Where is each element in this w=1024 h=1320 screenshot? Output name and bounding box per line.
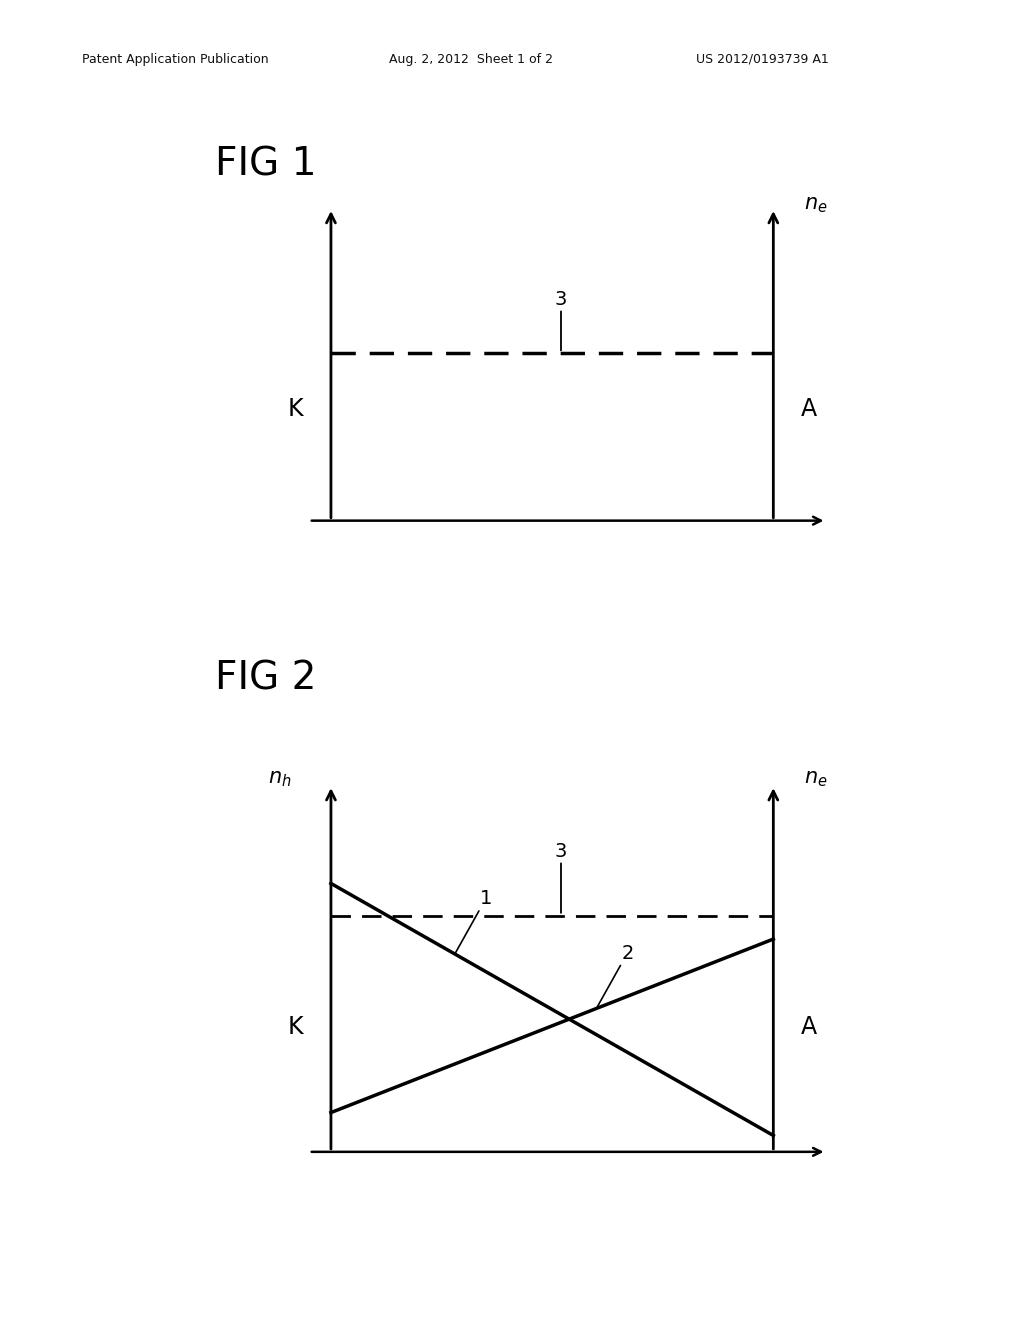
Text: $n_e$: $n_e$ <box>804 195 827 215</box>
Text: $n_e$: $n_e$ <box>804 768 827 788</box>
Text: A: A <box>801 397 817 421</box>
Text: FIG 2: FIG 2 <box>215 660 316 698</box>
Text: $n_h$: $n_h$ <box>267 768 291 788</box>
Text: 1: 1 <box>455 890 492 954</box>
Text: 3: 3 <box>555 289 567 350</box>
Text: 3: 3 <box>555 842 567 913</box>
Text: Patent Application Publication: Patent Application Publication <box>82 53 268 66</box>
Text: K: K <box>288 1015 303 1039</box>
Text: A: A <box>801 1015 817 1039</box>
Text: FIG 1: FIG 1 <box>215 145 316 183</box>
Text: 2: 2 <box>596 944 634 1008</box>
Text: US 2012/0193739 A1: US 2012/0193739 A1 <box>696 53 829 66</box>
Text: K: K <box>288 397 303 421</box>
Text: Aug. 2, 2012  Sheet 1 of 2: Aug. 2, 2012 Sheet 1 of 2 <box>389 53 553 66</box>
